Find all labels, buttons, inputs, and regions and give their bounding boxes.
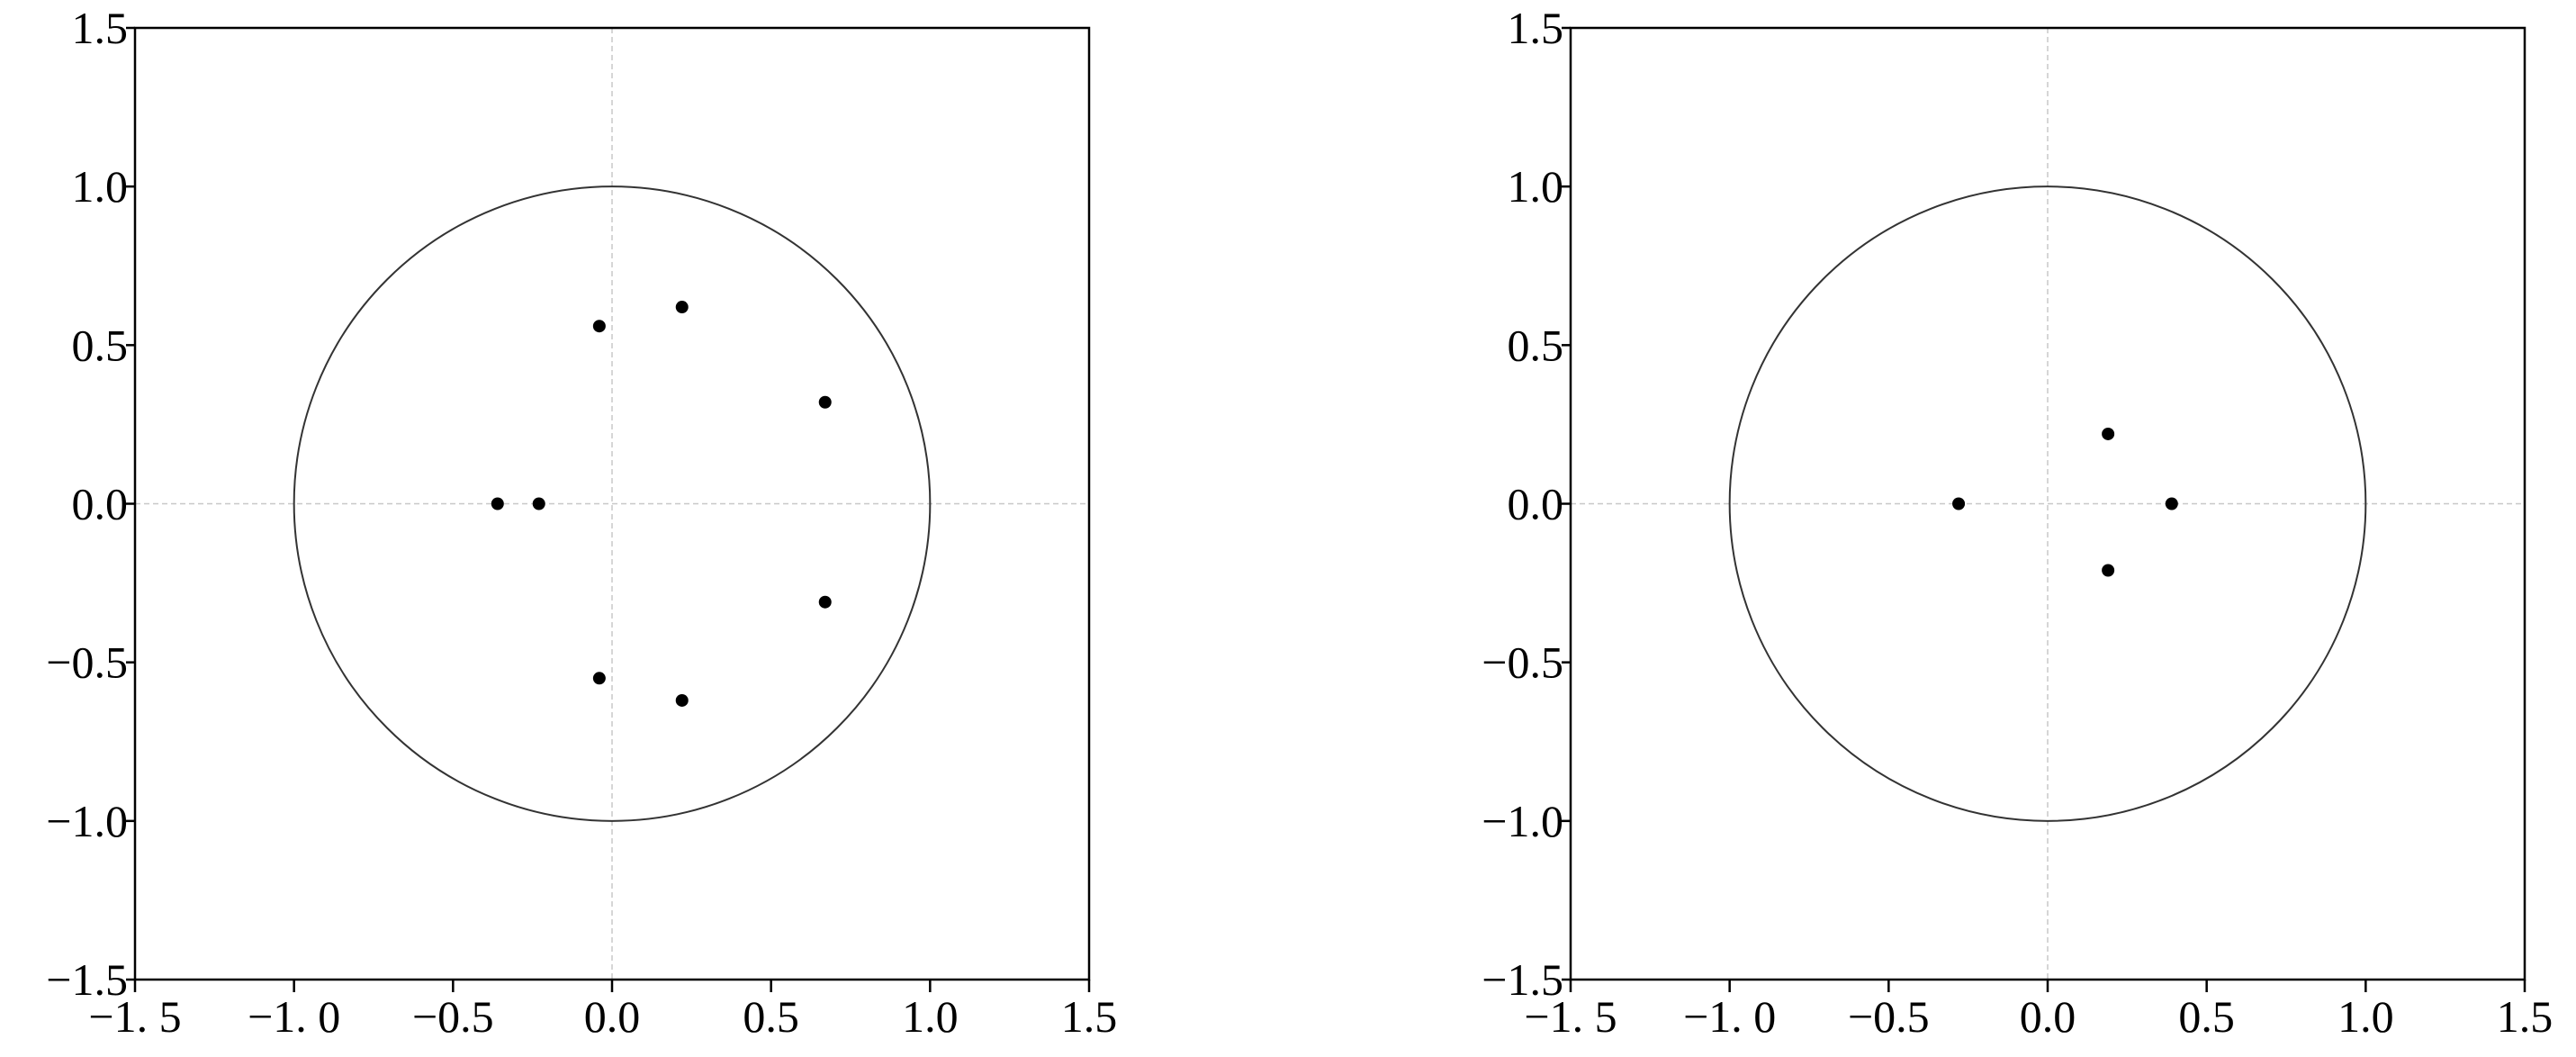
root-point bbox=[818, 395, 832, 409]
x-tick-label: 0.5 bbox=[743, 991, 799, 1042]
x-tick-label: 1.0 bbox=[2337, 991, 2394, 1042]
y-tick-label: −1.5 bbox=[46, 954, 128, 1005]
root-point bbox=[2165, 497, 2178, 510]
y-tick-label: −1.0 bbox=[1482, 796, 1563, 846]
root-point bbox=[2102, 564, 2115, 577]
y-tick-label: 1.0 bbox=[1508, 161, 1564, 212]
y-tick-label: 0.0 bbox=[72, 479, 129, 529]
x-tick-label: 0.0 bbox=[584, 991, 641, 1042]
y-tick-label: 1.5 bbox=[72, 3, 129, 53]
y-tick-label: 0.5 bbox=[72, 320, 129, 370]
x-tick-label: −0.5 bbox=[1848, 991, 1930, 1042]
root-point bbox=[2102, 427, 2115, 440]
root-point bbox=[675, 693, 689, 707]
x-tick-label: −1. 0 bbox=[1683, 991, 1776, 1042]
y-tick-label: −1.5 bbox=[1482, 954, 1563, 1005]
y-tick-label: 0.0 bbox=[1508, 479, 1564, 529]
y-tick-label: −0.5 bbox=[46, 637, 128, 688]
x-tick-label: −1. 5 bbox=[88, 991, 181, 1042]
x-tick-label: −0.5 bbox=[412, 991, 494, 1042]
x-tick-label: 0.5 bbox=[2178, 991, 2235, 1042]
x-tick-label: 1.5 bbox=[2497, 991, 2553, 1042]
root-point bbox=[675, 301, 689, 314]
root-point bbox=[1952, 497, 1966, 510]
root-point bbox=[818, 595, 832, 609]
x-tick-label: 1.0 bbox=[902, 991, 959, 1042]
unit-circle bbox=[1728, 185, 2367, 822]
x-tick-label: −1. 5 bbox=[1524, 991, 1617, 1042]
x-tick-label: 1.5 bbox=[1061, 991, 1118, 1042]
root-point bbox=[532, 497, 545, 510]
y-tick-label: −0.5 bbox=[1482, 637, 1563, 688]
root-point bbox=[592, 672, 606, 685]
root-point bbox=[592, 320, 606, 333]
y-tick-label: 1.0 bbox=[72, 161, 129, 212]
y-tick-label: 0.5 bbox=[1508, 320, 1564, 370]
y-tick-label: −1.0 bbox=[46, 796, 128, 846]
root-point bbox=[491, 497, 504, 510]
y-tick-label: 1.5 bbox=[1508, 3, 1564, 53]
x-tick-label: 0.0 bbox=[2020, 991, 2076, 1042]
unit-circle bbox=[293, 185, 932, 822]
x-tick-label: −1. 0 bbox=[248, 991, 340, 1042]
